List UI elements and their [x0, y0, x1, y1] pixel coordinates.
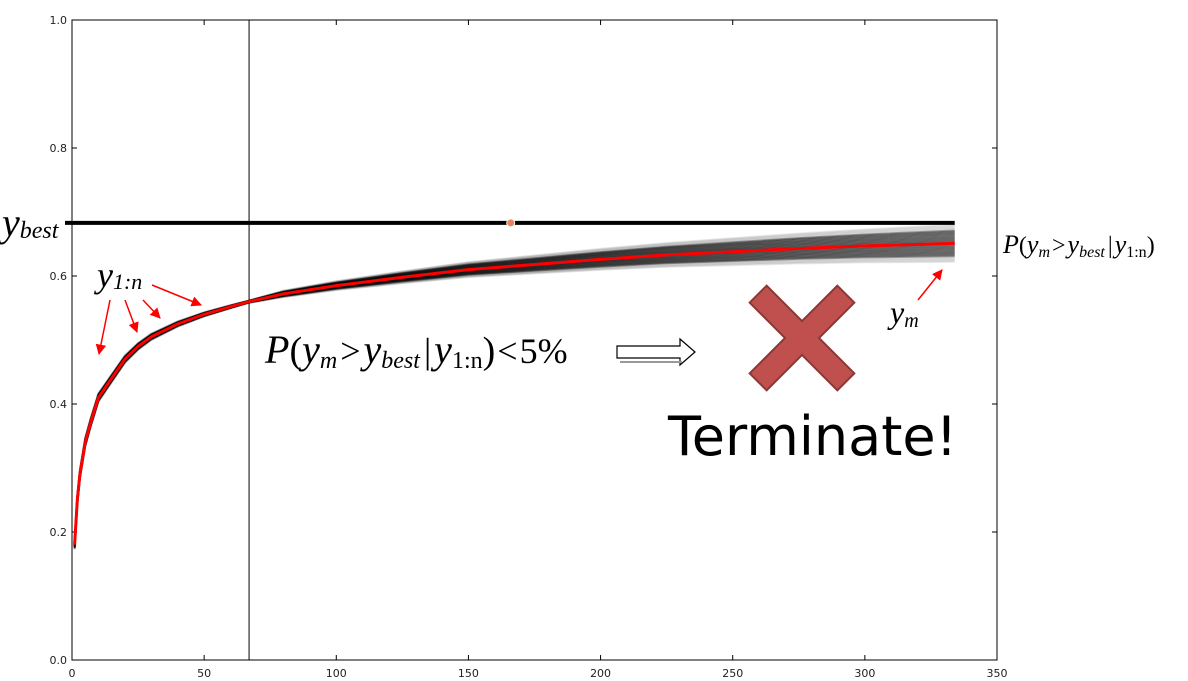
x-tick-label: 50 — [197, 667, 211, 680]
observed-arrow-3 — [142, 299, 161, 319]
sampled-curve — [73, 253, 955, 548]
sampled-curve — [73, 229, 955, 542]
sampled-curve — [73, 235, 955, 543]
observed-curve — [73, 300, 250, 545]
y-tick-label: 0.2 — [50, 526, 68, 539]
sampled-curve — [73, 251, 955, 548]
sampled-curve — [73, 236, 955, 544]
y-axis: 0.0 0.2 0.4 0.6 0.8 1.0 — [50, 14, 997, 667]
probability-formula-main: P(ym>ybest |y1:n)<5% — [264, 327, 568, 374]
sampled-curve — [73, 252, 955, 548]
y-tick-label: 0.0 — [50, 654, 68, 667]
sampled-curve — [73, 243, 955, 546]
x-tick-label: 200 — [590, 667, 611, 680]
predicted-mean-curve — [248, 241, 955, 304]
sampled-curve — [73, 238, 955, 544]
sampled-curve — [73, 230, 955, 542]
sampled-curve — [73, 248, 955, 547]
x-tick-label: 150 — [458, 667, 479, 680]
x-tick-label: 350 — [987, 667, 1008, 680]
sampled-curve — [73, 246, 955, 547]
observed-arrows — [95, 284, 202, 356]
y-observed-label: y1:n — [94, 255, 142, 295]
sampled-curve — [73, 242, 955, 545]
sampled-curve — [73, 237, 955, 544]
observed-arrow-1 — [95, 299, 111, 356]
sampled-curve — [73, 245, 955, 546]
y-best-label: ybest — [0, 200, 60, 245]
sampled-curve — [73, 234, 955, 543]
y-best-point — [506, 218, 516, 228]
y-tick-label: 1.0 — [50, 14, 68, 27]
sampled-curve — [73, 250, 955, 548]
y-tick-label: 0.6 — [50, 270, 68, 283]
implies-arrow-shape — [616, 337, 696, 367]
observed-arrow-4 — [151, 284, 202, 307]
plot-frame — [71, 19, 998, 661]
y-tick-label: 0.8 — [50, 142, 68, 155]
y-m-arrow — [917, 269, 943, 301]
y-m-label: ym — [887, 294, 919, 332]
sampled-curve — [73, 228, 955, 542]
sampled-curve — [73, 241, 955, 545]
sampled-curve — [73, 240, 955, 545]
sampled-curve — [73, 247, 955, 547]
sampled-curve — [73, 239, 955, 544]
sampled-curve — [73, 233, 955, 543]
x-tick-label: 0 — [69, 667, 76, 680]
prediction-band — [73, 223, 955, 550]
observed-arrow-2 — [124, 299, 139, 333]
sampled-curve — [73, 232, 955, 543]
x-tick-label: 100 — [326, 667, 347, 680]
implies-arrow — [616, 337, 696, 367]
x-tick-label: 300 — [854, 667, 875, 680]
sampled-curve — [73, 249, 955, 547]
sampled-curve — [73, 240, 955, 545]
terminate-label: Terminate! — [667, 405, 957, 468]
y-tick-label: 0.4 — [50, 398, 68, 411]
x-mark-icon — [748, 284, 856, 392]
x-tick-label: 250 — [722, 667, 743, 680]
probability-formula-right: P(ym>ybest |y1:n) — [1002, 230, 1155, 261]
sampled-curve — [73, 231, 955, 542]
sampled-curve — [73, 244, 955, 546]
x-axis: 0 50 100 150 200 250 300 350 — [69, 20, 1008, 680]
